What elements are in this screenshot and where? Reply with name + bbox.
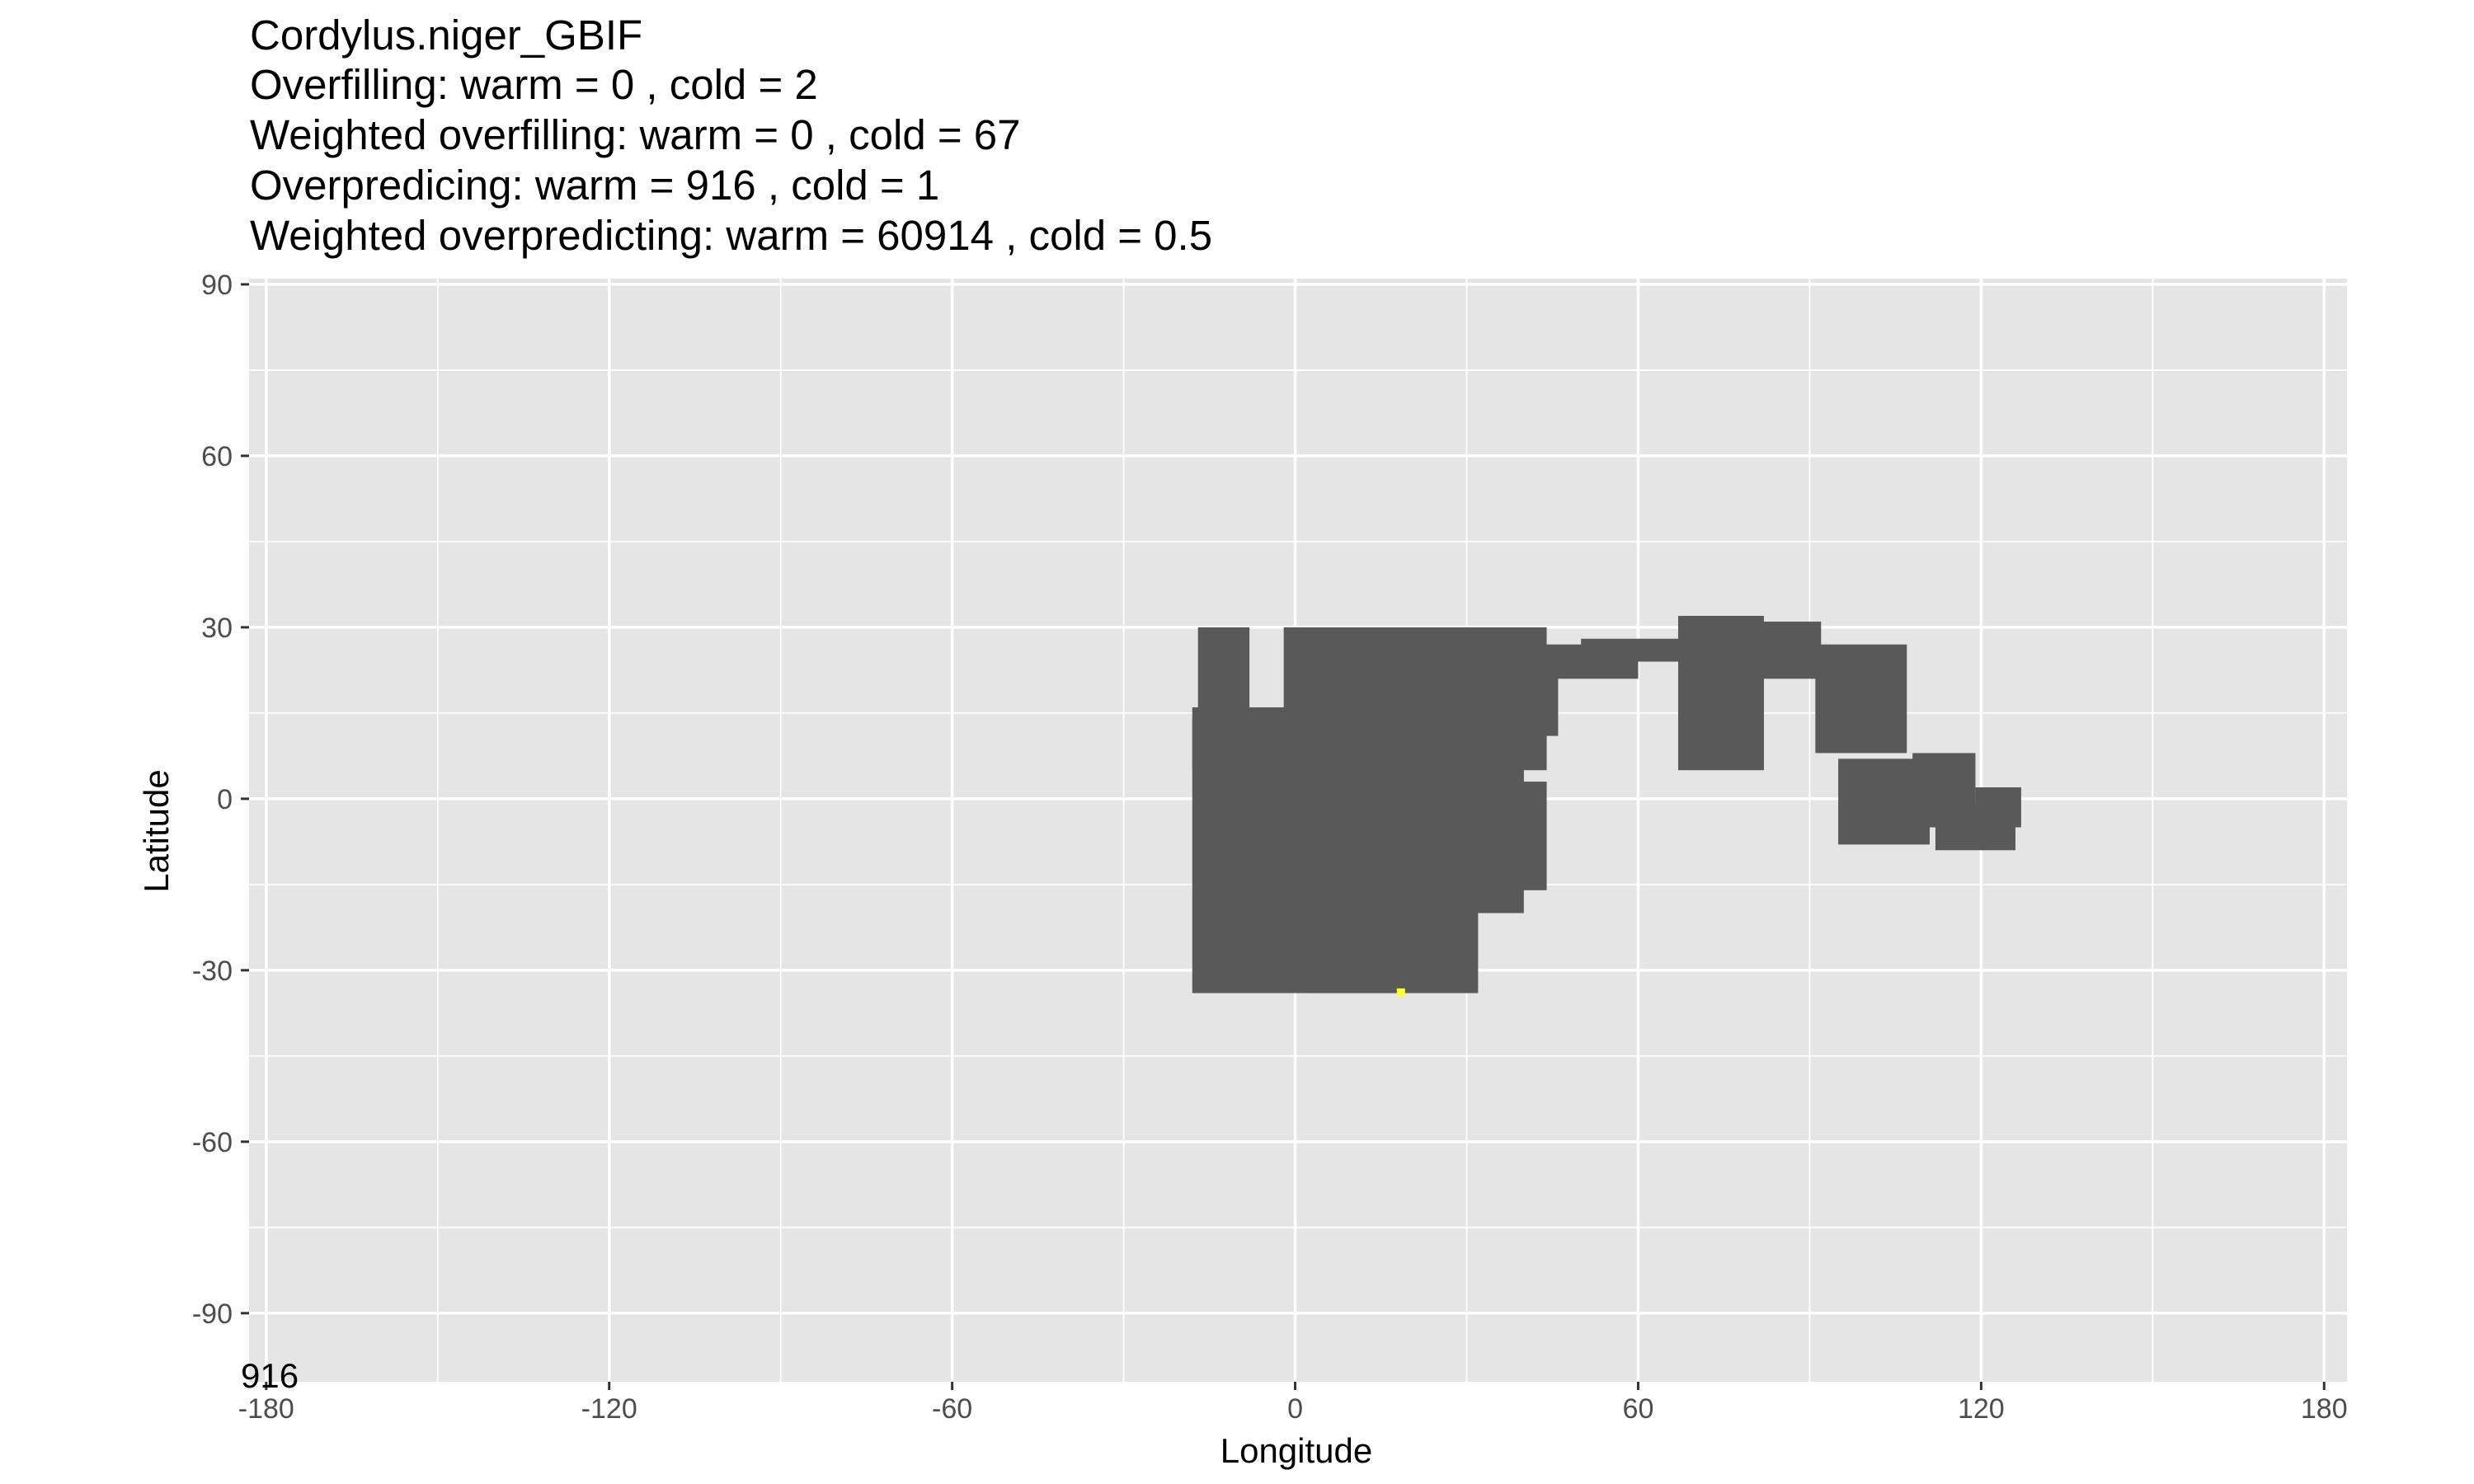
corner-annotation: 916	[241, 1356, 299, 1395]
x-tick-label: -180	[238, 1393, 294, 1425]
x-axis-title: Longitude	[1221, 1431, 1373, 1470]
range-cell-block	[1432, 730, 1524, 799]
range-cell-block	[1815, 644, 1907, 754]
x-tick-label: -60	[932, 1393, 972, 1425]
y-tick-label: -30	[192, 956, 233, 987]
title-line-2: Overfilling: warm = 0 , cold = 2	[250, 61, 818, 108]
title-line-4: Overpredicing: warm = 916 , cold = 1	[250, 162, 939, 209]
y-axis: 90 60 30 0 -30 -60 -90	[192, 270, 249, 1330]
x-tick-label: -120	[581, 1393, 637, 1425]
range-cells	[1192, 616, 2021, 993]
occurrence-points	[1396, 988, 1405, 997]
x-tick-label: 180	[2301, 1393, 2348, 1425]
range-cell-block	[1197, 627, 1250, 742]
range-cell-block	[1718, 621, 1822, 679]
x-tick-label: 0	[1287, 1393, 1303, 1425]
x-tick-label: 120	[1958, 1393, 2005, 1425]
title-line-3: Weighted overfilling: warm = 0 , cold = …	[250, 111, 1021, 158]
title-line-1: Cordylus.niger_GBIF	[250, 12, 642, 59]
y-tick-label: 90	[201, 270, 233, 301]
y-tick-label: 30	[201, 613, 233, 644]
y-tick-label: 0	[217, 784, 233, 815]
occurrence-point	[1396, 988, 1405, 997]
y-tick-label: -90	[192, 1298, 233, 1330]
chart-title: Cordylus.niger_GBIF Overfilling: warm = …	[250, 12, 1212, 259]
x-axis: -180 -120 -60 0 60 120 180	[238, 1382, 2348, 1425]
y-tick-label: -60	[192, 1127, 233, 1158]
title-line-5: Weighted overpredicting: warm = 60914 , …	[250, 212, 1212, 259]
y-axis-title: Latitude	[137, 769, 176, 892]
range-cell-block	[1581, 638, 1696, 662]
x-tick-label: 60	[1623, 1393, 1654, 1425]
y-tick-label: 60	[201, 441, 233, 472]
range-cell-block	[1975, 787, 2021, 828]
range-cell-block	[1466, 782, 1547, 890]
